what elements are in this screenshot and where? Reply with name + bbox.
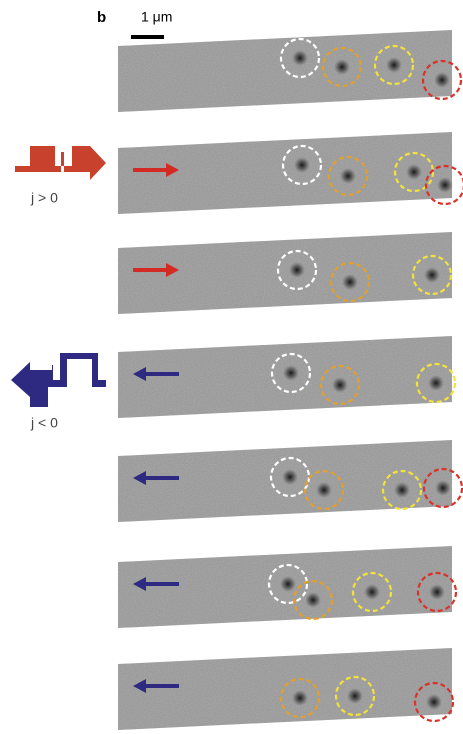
spot: [364, 584, 380, 600]
spot: [434, 72, 450, 88]
spot: [342, 274, 358, 290]
pulse-arrow-negative: [11, 353, 106, 407]
image-strips: [118, 30, 463, 730]
spot: [406, 164, 422, 180]
spot: [282, 469, 298, 485]
spot: [316, 482, 332, 498]
spot: [428, 375, 444, 391]
spot: [305, 592, 321, 608]
spot: [426, 694, 442, 710]
spot: [435, 480, 451, 496]
current-label-negative: j < 0: [30, 415, 58, 431]
spot: [347, 688, 363, 704]
spot: [280, 576, 296, 592]
figure-panel: b 1 μm j > 0 j < 0: [0, 0, 463, 734]
spot: [437, 177, 453, 193]
pulse-arrow-positive: [15, 146, 106, 180]
spot: [332, 377, 348, 393]
scale-bar-label: 1 μm: [141, 9, 172, 25]
spot: [429, 584, 445, 600]
spot: [394, 482, 410, 498]
strip: [118, 648, 452, 730]
strip: [118, 30, 452, 112]
panel-label: b: [97, 9, 106, 26]
current-label-positive: j > 0: [30, 190, 58, 206]
spot: [340, 168, 356, 184]
spot: [283, 365, 299, 381]
spot: [289, 262, 305, 278]
spot: [292, 50, 308, 66]
spot: [386, 57, 402, 73]
spot: [424, 267, 440, 283]
spot: [292, 690, 308, 706]
scale-bar: [131, 35, 164, 39]
spot: [334, 59, 350, 75]
spot: [294, 157, 310, 173]
